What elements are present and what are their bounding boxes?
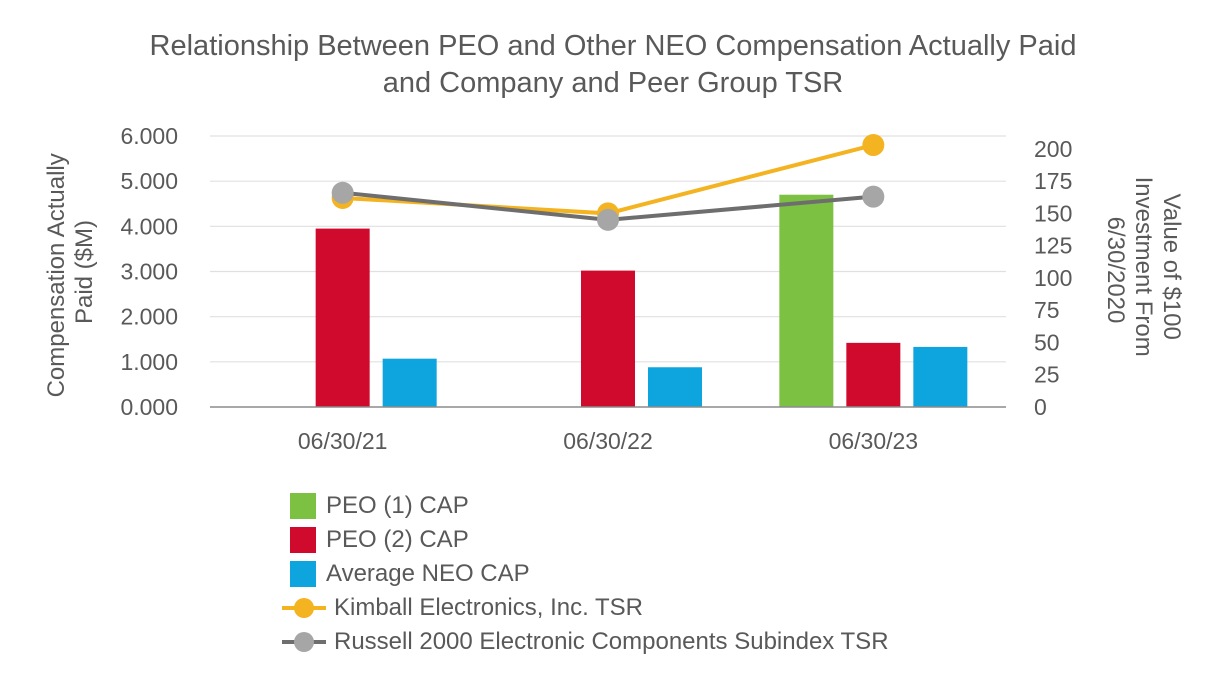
bars: [315, 194, 968, 407]
y-right-tick-label: 200: [1034, 136, 1072, 162]
bar: [648, 367, 702, 407]
bar: [779, 194, 834, 407]
y-right-tick-label: 100: [1034, 265, 1072, 291]
axis-ticks: 0.000 1.000 2.000 3.000 4.000 5.000 6.000 0 25 50…: [120, 123, 1072, 454]
legend-swatch-peo2: [290, 527, 316, 553]
y-left-tick-label: 0.000: [120, 394, 178, 420]
legend-label-russell: Russell 2000 Electronic Components Subin…: [334, 628, 889, 655]
x-tick-label: 06/30/23: [829, 428, 919, 454]
tsr-point: [862, 185, 885, 208]
bar: [913, 346, 968, 407]
y-left-tick-label: 4.000: [120, 213, 178, 239]
legend: PEO (1) CAP PEO (2) CAP Average NEO CAP …: [282, 489, 889, 659]
bar: [581, 270, 635, 407]
y-left-title-line-2: Paid ($M): [71, 220, 98, 324]
y-left-tick-label: 5.000: [120, 168, 178, 194]
y-right-tick-label: 175: [1034, 168, 1072, 194]
tsr-point: [597, 208, 619, 231]
legend-label-peo2: PEO (2) CAP: [326, 526, 469, 553]
bar: [315, 228, 370, 407]
y-right-tick-label: 25: [1034, 362, 1060, 388]
chart-title-line-1: Relationship Between PEO and Other NEO C…: [149, 30, 1077, 62]
y-right-title-line-1: Value of $100: [1158, 193, 1185, 339]
x-tick-label: 06/30/22: [563, 428, 653, 454]
legend-item-kimball: Kimball Electronics, Inc. TSR: [282, 591, 889, 625]
y-left-title-line-1: Compensation Actually: [43, 153, 70, 397]
y-left-tick-label: 2.000: [120, 304, 178, 330]
legend-swatch-neo: [290, 561, 316, 587]
legend-label-neo: Average NEO CAP: [326, 560, 530, 587]
y-right-tick-label: 75: [1034, 297, 1060, 323]
y-left-axis-title: Compensation Actually Paid ($M): [43, 147, 98, 398]
bar: [846, 342, 901, 407]
y-left-tick-label: 6.000: [120, 123, 178, 149]
legend-item-neo: Average NEO CAP: [282, 557, 889, 591]
legend-label-peo1: PEO (1) CAP: [326, 492, 469, 519]
legend-swatch-peo1: [290, 493, 316, 519]
tsr-point: [331, 181, 354, 204]
y-right-tick-label: 150: [1034, 200, 1072, 226]
y-left-tick-label: 1.000: [120, 349, 178, 375]
legend-line-russell: [282, 632, 326, 652]
tsr-lines: [331, 134, 885, 231]
y-right-tick-label: 125: [1034, 233, 1072, 259]
legend-item-peo2: PEO (2) CAP: [282, 523, 889, 557]
y-right-tick-label: 0: [1034, 394, 1047, 420]
chart-plot: 0.000 1.000 2.000 3.000 4.000 5.000 6.000 0 25 50…: [43, 123, 1185, 454]
y-right-title-line-2: Investment From: [1130, 177, 1157, 357]
bar: [382, 358, 437, 407]
y-right-title-line-3: 6/30/2020: [1102, 217, 1129, 324]
y-left-tick-label: 3.000: [120, 259, 178, 285]
chart-title-line-2: and Company and Peer Group TSR: [382, 67, 844, 99]
y-right-tick-label: 50: [1034, 329, 1060, 355]
chart-title: Relationship Between PEO and Other NEO C…: [0, 28, 1226, 102]
legend-line-kimball: [282, 598, 326, 618]
x-tick-label: 06/30/21: [298, 428, 388, 454]
y-right-axis-title: Value of $100 Investment From 6/30/2020: [1102, 177, 1185, 364]
legend-item-russell: Russell 2000 Electronic Components Subin…: [282, 625, 889, 659]
tsr-point: [862, 134, 885, 157]
legend-label-kimball: Kimball Electronics, Inc. TSR: [334, 594, 643, 621]
legend-item-peo1: PEO (1) CAP: [282, 489, 889, 523]
